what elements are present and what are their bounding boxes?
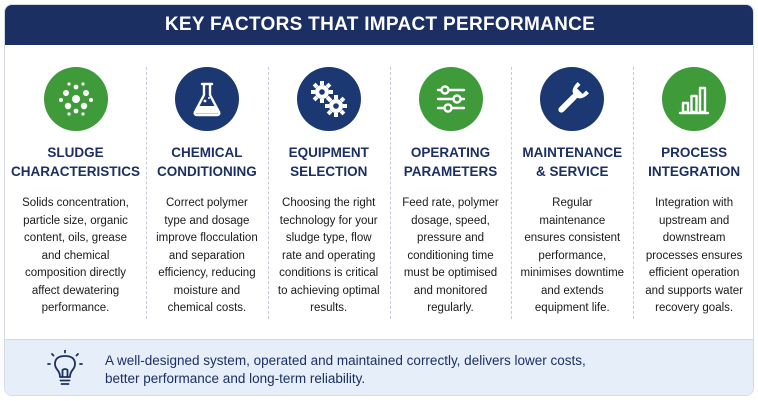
factor-process-integration: PROCESS INTEGRATION Integration with ups… [633,55,753,327]
summary-text: A well-designed system, operated and mai… [105,353,586,386]
factor-equipment-selection: EQUIPMENT SELECTION Choosing the right t… [267,55,390,327]
summary-banner: A well-designed system, operated and mai… [5,339,753,395]
factor-description: Correct polymer type and dosage improve … [156,197,258,314]
lightbulb-icon [47,350,83,385]
factor-title: CHEMICAL CONDITIONING [157,145,257,179]
factor-title: SLUDGE CHARACTERISTICS [11,145,141,179]
factor-maintenance-service: MAINTENANCE & SERVICE Regular maintenanc… [511,55,633,327]
flask-icon [174,67,239,131]
gears-icon [296,67,361,131]
page-title: KEY FACTORS THAT IMPACT PERFORMANCE [5,5,753,45]
sliders-icon [418,67,483,131]
particles-icon [43,67,108,131]
factor-description: Regular maintenance ensures consistent p… [520,197,625,314]
factor-operating-parameters: OPERATING PARAMETERS Feed rate, polymer … [389,55,512,327]
factor-description: Solids concentration, particle size, org… [22,197,129,314]
factor-description: Integration with upstream and downstream… [645,197,743,314]
factor-title: EQUIPMENT SELECTION [288,145,369,179]
wrench-icon [540,67,605,131]
factor-title: OPERATING PARAMETERS [403,145,498,179]
bar-chart-icon [662,67,727,131]
factor-description: Choosing the right technology for your s… [277,197,380,314]
factor-description: Feed rate, polymer dosage, speed, pressu… [402,197,499,314]
factor-title: PROCESS INTEGRATION [648,145,741,179]
factor-chemical-conditioning: CHEMICAL CONDITIONING Correct polymer ty… [146,55,268,327]
infographic-frame: KEY FACTORS THAT IMPACT PERFORMANCE [4,4,754,396]
factor-sludge-characteristics: SLUDGE CHARACTERISTICS Solids concentrat… [5,55,146,327]
factor-columns: SLUDGE CHARACTERISTICS Solids concentrat… [5,55,753,327]
factor-title: MAINTENANCE & SERVICE [522,145,623,179]
